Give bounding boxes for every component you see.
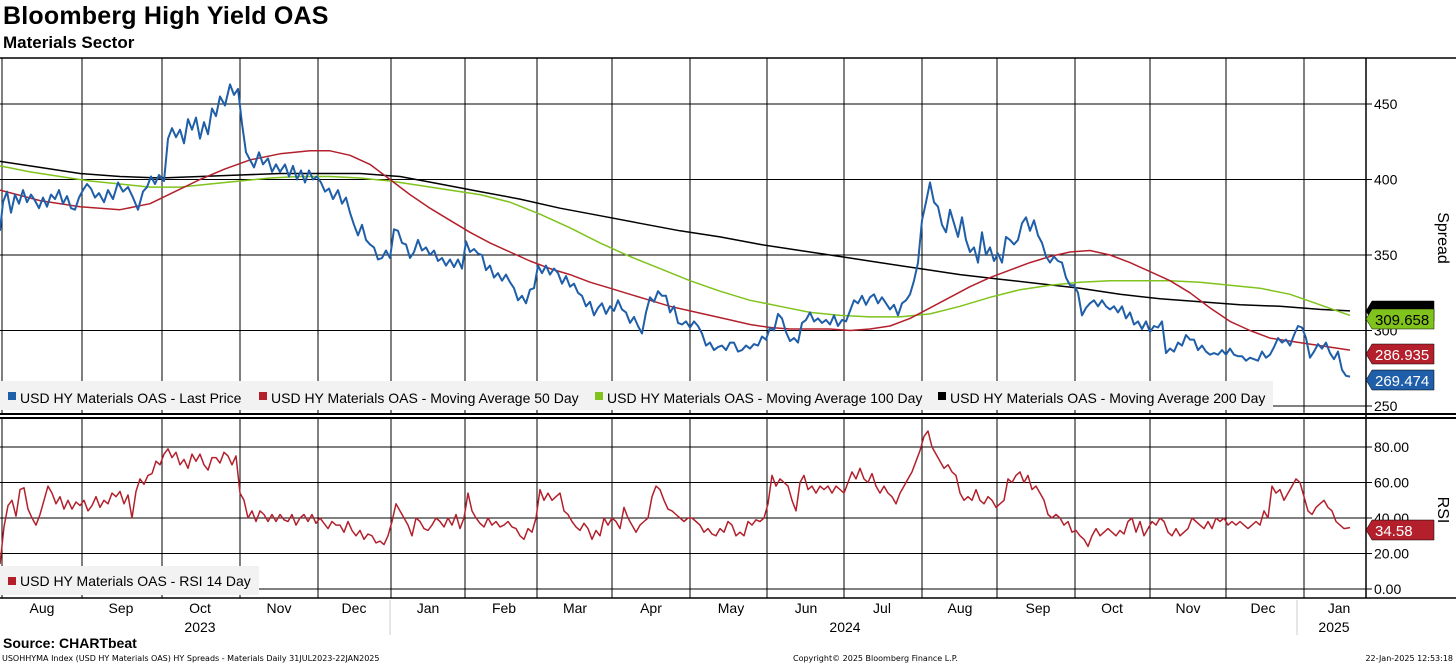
last-label-ma50: 286.935 xyxy=(1375,347,1429,364)
x-month-label-17: Jan xyxy=(1328,600,1351,616)
x-month-label-4: Dec xyxy=(342,600,367,616)
y-tick-label-lower-4: 80.00 xyxy=(1374,439,1409,455)
y-tick-label-lower-1: 20.00 xyxy=(1374,546,1409,562)
series-lines xyxy=(0,83,1351,565)
x-month-label-15: Nov xyxy=(1176,600,1201,616)
footer-copyright: Copyright© 2025 Bloomberg Finance L.P. xyxy=(793,654,958,663)
legend-label-rsi: USD HY Materials OAS - RSI 14 Day xyxy=(20,573,251,589)
axes: 2503003504004500.0020.0040.0060.0080.00S… xyxy=(30,96,1451,635)
x-month-label-5: Jan xyxy=(417,600,440,616)
x-month-label-0: Aug xyxy=(30,600,55,616)
legend-swatch-0 xyxy=(8,392,16,400)
last-label-last-price: 269.474 xyxy=(1375,373,1429,390)
legends: USD HY Materials OAS - Last Price USD HY … xyxy=(0,381,1273,595)
x-month-label-13: Sep xyxy=(1026,600,1051,616)
y-tick-label-lower-0: 0.00 xyxy=(1374,581,1401,597)
last-label-rsi-box xyxy=(1365,519,1435,541)
x-month-label-11: Jul xyxy=(873,600,891,616)
legend-swatch-1 xyxy=(259,392,267,400)
y-tick-label-upper-2: 350 xyxy=(1374,247,1398,263)
series-ma50-line xyxy=(0,150,1351,351)
legend-upper-box xyxy=(0,381,1273,410)
x-month-label-8: Apr xyxy=(640,600,662,616)
series-rsi-line xyxy=(0,430,1351,565)
legend-label-3: USD HY Materials OAS - Moving Average 20… xyxy=(950,390,1265,406)
y-axis-title-spread: Spread xyxy=(1434,212,1451,264)
chart-title: Bloomberg High Yield OAS xyxy=(3,2,329,30)
x-month-label-6: Feb xyxy=(492,600,516,616)
legend-label-2: USD HY Materials OAS - Moving Average 10… xyxy=(607,390,922,406)
y-tick-label-upper-4: 450 xyxy=(1374,96,1398,112)
x-year-label-1: 2024 xyxy=(829,619,860,635)
panel-frames xyxy=(0,57,1456,635)
legend-lower-box xyxy=(0,566,259,595)
last-label-ma100-box xyxy=(1365,308,1435,330)
x-month-label-10: Jun xyxy=(795,600,818,616)
x-month-label-14: Oct xyxy=(1101,600,1123,616)
footer-index-description: USOHHYMA Index (USD HY Materials OAS) HY… xyxy=(2,654,380,663)
x-month-label-1: Sep xyxy=(109,600,134,616)
source-note: Source: CHARTbeat xyxy=(3,635,137,651)
x-month-label-2: Oct xyxy=(189,600,211,616)
x-month-label-12: Aug xyxy=(948,600,973,616)
y-tick-label-upper-3: 400 xyxy=(1374,172,1398,188)
legend-label-0: USD HY Materials OAS - Last Price xyxy=(20,390,242,406)
last-label-ma50-box xyxy=(1365,343,1435,365)
series-ma200-line xyxy=(0,160,1351,312)
legend-swatch-2 xyxy=(595,392,603,400)
legend-swatch-3 xyxy=(938,392,946,400)
chart-subtitle: Materials Sector xyxy=(3,33,135,52)
last-label-last-price-box xyxy=(1365,369,1435,391)
grid-lines xyxy=(0,58,1366,598)
series-ma100-line xyxy=(0,165,1351,318)
legend-swatch-rsi xyxy=(8,577,16,585)
last-label-ma100: 309.658 xyxy=(1375,312,1429,329)
x-month-label-3: Nov xyxy=(267,600,292,616)
legend-label-1: USD HY Materials OAS - Moving Average 50… xyxy=(271,390,579,406)
footer-timestamp: 22-Jan-2025 12:53:18 xyxy=(1365,654,1453,663)
series-last-price-line xyxy=(0,83,1351,378)
y-axis-title-rsi: RSI xyxy=(1434,497,1451,524)
y-tick-label-upper-0: 250 xyxy=(1374,398,1398,414)
x-year-label-0: 2023 xyxy=(184,619,215,635)
x-month-label-16: Dec xyxy=(1251,600,1276,616)
y-tick-label-lower-3: 60.00 xyxy=(1374,475,1409,491)
x-year-label-2: 2025 xyxy=(1318,619,1349,635)
x-month-label-7: Mar xyxy=(563,600,587,616)
x-month-label-9: May xyxy=(718,600,744,616)
last-label-rsi: 34.58 xyxy=(1375,523,1413,540)
